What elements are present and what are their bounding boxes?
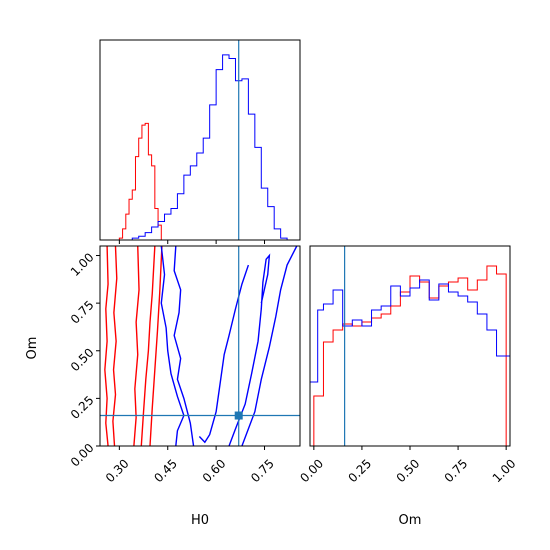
contour-series-1-level-2: [112, 246, 118, 446]
contour-frame: [99, 245, 301, 447]
contour-series-2-level-2: [173, 246, 195, 446]
x-axis-label-h0: H0: [191, 513, 209, 528]
contour-xtick-label-2: 0.60: [200, 456, 229, 485]
om-histogram-panel: 0.00 0.25 0.50 0.75 1.00: [297, 245, 519, 485]
contour-ytick-label-2: 0.50: [68, 345, 97, 374]
contour-xtick-label-3: 0.75: [248, 456, 277, 485]
h0-hist-frame: [99, 39, 301, 241]
h0-hist-plot-area: [100, 40, 300, 240]
om-hist-plot-area: [310, 246, 510, 446]
contour-series-2-level-5: [241, 246, 298, 446]
om-hist-xtick-label-4: 1.00: [490, 456, 519, 485]
om-hist-xtick-label-1: 0.25: [345, 456, 374, 485]
contour-ytick-label-3: 0.75: [68, 298, 97, 327]
contour-ytick-label-1: 0.25: [68, 393, 97, 422]
x-axis-label-om-hist: Om: [399, 513, 422, 528]
om-hist-series-2: [310, 279, 510, 446]
contour-series-1-level-3: [133, 246, 140, 446]
om-hist-xtick-label-2: 0.50: [394, 456, 423, 485]
contour-series-1-level-5: [149, 246, 163, 446]
contour-plot-area: [100, 246, 300, 446]
contour-series-1-level-4: [140, 246, 156, 446]
h0-histogram-panel: [99, 39, 301, 244]
om-hist-xtick-label-0: 0.00: [297, 456, 326, 485]
contour-xtick-label-1: 0.45: [151, 456, 180, 485]
om-hist-xtick-label-3: 0.75: [442, 456, 471, 485]
y-axis-label-om: Om: [25, 337, 40, 360]
h0-om-contour-panel: 0.30 0.45 0.60 0.75 0.00 0.25 0.50 0.75 1.00: [68, 245, 301, 485]
h0-hist-series-2: [100, 54, 300, 240]
contour-series-2-level-1: [160, 246, 185, 446]
h0-hist-series-1: [100, 122, 300, 240]
truth-marker: [234, 411, 243, 420]
contour-ytick-label-4: 1.00: [68, 250, 97, 279]
contour-ytick-label-0: 0.00: [68, 441, 97, 470]
contour-series-1-level-1: [104, 246, 109, 446]
contour-xtick-label-0: 0.30: [103, 456, 132, 485]
